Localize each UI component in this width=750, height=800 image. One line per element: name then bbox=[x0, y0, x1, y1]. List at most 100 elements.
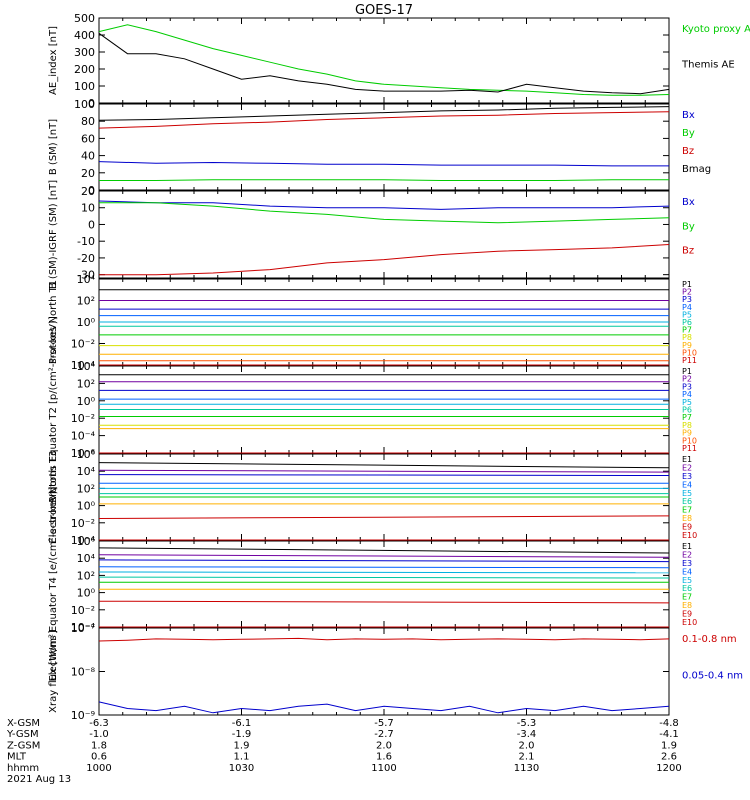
y-tick-label: 10⁻⁴ bbox=[71, 430, 96, 443]
legend-e7: E7 bbox=[682, 506, 692, 515]
ephemeris-table: X-GSM -6.3 -6.1 -5.7 -5.3 -4.8 Y-GSM -1.0 -1.9 -2… bbox=[6, 718, 682, 785]
panel-8-frame bbox=[98, 627, 670, 716]
y-tick-label: 10⁻⁷ bbox=[71, 622, 95, 635]
ephem-value: 1.1 bbox=[234, 752, 250, 763]
y-tick-label: 200 bbox=[74, 63, 95, 76]
y-tick-label: 10² bbox=[77, 377, 95, 390]
ephem-value: 2.0 bbox=[376, 740, 392, 751]
series-line-kyoto-proxy-ae bbox=[98, 24, 670, 96]
legend-p5: P5 bbox=[682, 398, 692, 407]
legend-themis-ae: Themis AE bbox=[681, 60, 735, 71]
ephem-label: hhmm bbox=[7, 763, 39, 774]
legend-p7: P7 bbox=[682, 326, 692, 335]
ephem-value: 1.9 bbox=[661, 740, 677, 751]
ephem-value: -5.7 bbox=[374, 718, 394, 729]
legend-e4: E4 bbox=[682, 480, 692, 489]
y-tick-label: 10⁰ bbox=[77, 500, 96, 513]
ephem-value: 1130 bbox=[514, 763, 539, 774]
series-line-themis-ae bbox=[98, 32, 670, 95]
figure-title: GOES-17 bbox=[355, 3, 413, 18]
legend-0-05-0-4-nm: 0.05-0.4 nm bbox=[682, 671, 743, 682]
panel-8: 10⁻⁹ 10⁻⁸ 10⁻⁷ Xray flux [W/m²] 0.1-0.8 nm 0.… bbox=[48, 622, 743, 722]
panel-6: 10⁻⁴ 10⁻² 10⁰ 10² 10⁴ 10⁶ Electrons North T3 E1… bbox=[48, 448, 697, 547]
series-line-e9 bbox=[98, 515, 670, 519]
series-line-bx bbox=[98, 161, 669, 167]
ephem-value: 1030 bbox=[229, 763, 254, 774]
legend-p5: P5 bbox=[682, 310, 692, 319]
ephem-value: -4.1 bbox=[659, 729, 679, 740]
y-tick-label: 20 bbox=[81, 167, 95, 180]
y-axis-label: Electrons North T3 bbox=[48, 450, 59, 543]
legend-e3: E3 bbox=[682, 559, 692, 568]
ephem-value: -6.1 bbox=[232, 718, 252, 729]
legend-e8: E8 bbox=[682, 601, 692, 610]
y-tick-label: 10⁴ bbox=[77, 360, 96, 373]
legend-p10: P10 bbox=[682, 348, 697, 357]
series-line-e5 bbox=[98, 571, 670, 574]
y-tick-label: 10⁻⁴ bbox=[71, 621, 96, 634]
y-axis-label: AE_index [nT] bbox=[48, 26, 59, 95]
series-line-e3 bbox=[98, 474, 670, 476]
y-tick-label: 10⁰ bbox=[77, 395, 96, 408]
y-tick-label: -10 bbox=[77, 235, 95, 248]
legend-p9: P9 bbox=[682, 341, 692, 350]
y-axis-label: B (SM)-IGRF (SM) [nT] bbox=[48, 180, 59, 289]
legend-e4: E4 bbox=[682, 567, 692, 576]
y-tick-label: 10⁻⁸ bbox=[71, 666, 96, 679]
ephem-value: 2.1 bbox=[519, 752, 535, 763]
ephem-label: Y-GSM bbox=[6, 729, 39, 740]
ephem-label: MLT bbox=[7, 752, 27, 763]
series-line-e3 bbox=[98, 559, 670, 563]
legend-bz: Bz bbox=[682, 146, 694, 157]
legend-bz: Bz bbox=[682, 246, 694, 257]
legend-p1: P1 bbox=[682, 367, 692, 376]
legend-e6: E6 bbox=[682, 497, 692, 506]
ephem-value: 1000 bbox=[86, 763, 111, 774]
y-axis-label: Electrons Equator T4 [e/(cm²-s-sr-keV)] bbox=[48, 486, 59, 681]
y-tick-label: 60 bbox=[81, 132, 95, 145]
y-tick-label: 0 bbox=[88, 184, 95, 197]
y-tick-label: 10⁰ bbox=[77, 587, 96, 600]
y-tick-label: -30 bbox=[77, 269, 95, 282]
series-line-by bbox=[99, 179, 669, 181]
legend-e10: E10 bbox=[682, 531, 697, 540]
y-tick-label: 10² bbox=[77, 295, 95, 308]
ephem-value: -3.4 bbox=[517, 729, 537, 740]
legend-e10: E10 bbox=[682, 618, 697, 627]
ephem-label: Z-GSM bbox=[7, 740, 40, 751]
legend-by: By bbox=[682, 221, 695, 232]
ephem-value: 1.8 bbox=[91, 740, 107, 751]
series-line-0-1-0-8-nm bbox=[98, 637, 670, 642]
y-tick-label: 10 bbox=[81, 202, 95, 215]
ephem-value: -1.0 bbox=[89, 729, 109, 740]
y-tick-label: 10⁶ bbox=[77, 535, 96, 548]
legend-bx: Bx bbox=[682, 110, 695, 121]
y-tick-label: -20 bbox=[77, 252, 95, 265]
ephem-value: -4.8 bbox=[659, 718, 679, 729]
legend-p2: P2 bbox=[682, 288, 692, 297]
legend-e5: E5 bbox=[682, 576, 692, 585]
ephem-value: 1200 bbox=[656, 763, 681, 774]
panel-5: 10⁻⁶ 10⁻⁴ 10⁻² 10⁰ 10² 10⁴ Protons Equator T2 … bbox=[48, 316, 697, 503]
ephem-value: 1.9 bbox=[234, 740, 250, 751]
legend-p8: P8 bbox=[682, 421, 692, 430]
y-tick-label: 10⁴ bbox=[77, 273, 96, 286]
panel-3: -30 -20 -10 0 10 20 B (SM)-IGRF (SM) [nT] Bx By B… bbox=[48, 180, 695, 289]
y-tick-label: 10⁻² bbox=[71, 604, 95, 617]
y-tick-label: 400 bbox=[74, 29, 95, 42]
y-tick-label: 10⁻² bbox=[71, 517, 95, 530]
panel-7-frame bbox=[98, 540, 670, 628]
ephem-value: -1.9 bbox=[232, 729, 252, 740]
legend-e2: E2 bbox=[682, 550, 692, 559]
y-axis-label: Xray flux [W/m²] bbox=[48, 630, 59, 713]
legend-p4: P4 bbox=[682, 303, 692, 312]
legend-e1: E1 bbox=[682, 455, 692, 464]
y-tick-label: 40 bbox=[81, 150, 95, 163]
ephem-value: 2.6 bbox=[661, 752, 677, 763]
panel-7: 10⁻⁴ 10⁻² 10⁰ 10² 10⁴ 10⁶ Electrons Equator T4… bbox=[48, 486, 697, 681]
y-tick-label: 10⁴ bbox=[77, 465, 96, 478]
y-tick-label: 10⁶ bbox=[77, 448, 96, 461]
ephem-value: -5.3 bbox=[517, 718, 537, 729]
